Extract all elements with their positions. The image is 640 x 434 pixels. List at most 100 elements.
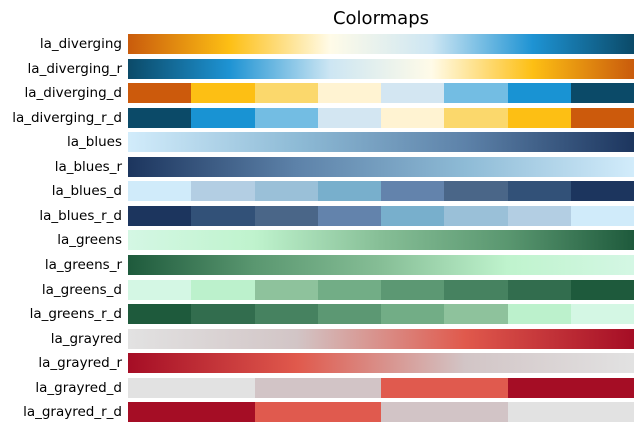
colormap-segment [317,181,381,202]
colormap-segment [128,402,255,423]
colormap-segment [570,205,634,226]
colormap-row: la_grayred_r [0,353,640,374]
colormap-segment [254,402,381,423]
colormap-bar [128,83,634,104]
colormap-segment [507,279,571,300]
colormap-segment [254,279,318,300]
colormap-segment [444,83,508,104]
colormap-segment [570,181,634,202]
colormap-bar [128,304,634,325]
colormap-label: la_blues_r_d [39,207,122,224]
colormap-bar [128,353,634,374]
colormap-segment [191,107,255,128]
colormap-segment [128,279,192,300]
colormap-bar [128,377,634,398]
colormap-segment [128,107,192,128]
colormap-segment [254,181,318,202]
colormap-segment [507,377,634,398]
colormap-bar [128,34,634,54]
colormap-bar [128,205,634,226]
colormap-segment [128,181,192,202]
colormap-label: la_greens_r_d [29,306,122,323]
colormap-bar [128,402,634,423]
colormap-segment [317,279,381,300]
colormap-label: la_blues_r [54,158,122,175]
colormap-row: la_grayred_d [0,377,640,398]
colormap-segment [570,304,634,325]
colormap-row: la_greens_d [0,279,640,300]
colormap-segment [254,83,318,104]
colormap-segment [507,304,571,325]
colormap-segment [317,205,381,226]
colormap-segment [317,107,381,128]
colormap-segment [191,83,255,104]
colormap-segment [507,83,571,104]
colormap-row: la_diverging_d [0,83,640,104]
colormap-segment [381,181,445,202]
colormap-row: la_blues_r_d [0,205,640,226]
colormap-segment [444,181,508,202]
colormap-label: la_blues_d [51,183,122,200]
colormap-bar [128,230,634,251]
colormap-bar [128,58,634,79]
colormap-row: la_blues_r [0,156,640,177]
colormap-label: la_grayred_r [38,355,122,372]
colormap-segment [254,304,318,325]
colormap-label: la_greens_r [44,256,122,273]
colormap-row: la_grayred [0,328,640,349]
colormap-segment [570,279,634,300]
colormap-label: la_diverging_r_d [12,109,122,126]
colormap-segment [128,205,192,226]
colormap-segment [254,107,318,128]
colormap-segment [381,304,445,325]
colormap-label: la_greens [57,232,122,249]
colormap-segment [191,304,255,325]
colormap-segment [381,107,445,128]
colormap-row: la_blues [0,132,640,153]
colormap-row: la_greens_r_d [0,304,640,325]
colormap-row: la_diverging_r_d [0,107,640,128]
colormap-row: la_diverging_r [0,58,640,79]
colormap-segment [128,304,192,325]
colormap-bar [128,132,634,153]
colormap-segment [191,205,255,226]
colormap-segment [507,205,571,226]
colormap-label: la_grayred_r_d [23,404,122,421]
figure-title: Colormaps [332,8,430,29]
colormap-label: la_greens_d [41,281,122,298]
colormap-label: la_blues [67,134,122,151]
colormap-bar [128,107,634,128]
colormap-segment [254,205,318,226]
colormap-segment [381,279,445,300]
colormap-segment [444,304,508,325]
colormap-row: la_greens [0,230,640,251]
colormap-bar [128,181,634,202]
colormap-row: la_grayred_r_d [0,402,640,423]
colormap-segment [444,107,508,128]
colormap-segment [570,107,634,128]
colormap-segment [381,402,508,423]
colormap-bar [128,279,634,300]
colormap-segment [317,304,381,325]
colormap-segment [128,377,255,398]
colormap-segment [570,83,634,104]
colormap-row: la_greens_r [0,254,640,275]
colormap-segment [191,279,255,300]
colormap-bar [128,156,634,177]
colormap-label: la_diverging_d [24,85,122,102]
colormap-segment [191,181,255,202]
colormap-bar [128,254,634,275]
colormap-segment [128,83,192,104]
colormap-segment [444,205,508,226]
colormap-segment [381,83,445,104]
colormap-label: la_grayred [50,330,122,347]
colormap-label: la_diverging_r [27,60,122,77]
colormap-label: la_diverging [39,36,122,52]
colormap-segment [444,279,508,300]
colormap-label: la_grayred_d [35,379,122,396]
colormap-segment [507,181,571,202]
colormap-segment [317,83,381,104]
colormap-row: la_blues_d [0,181,640,202]
colormap-segment [381,377,508,398]
colormap-segment [507,107,571,128]
